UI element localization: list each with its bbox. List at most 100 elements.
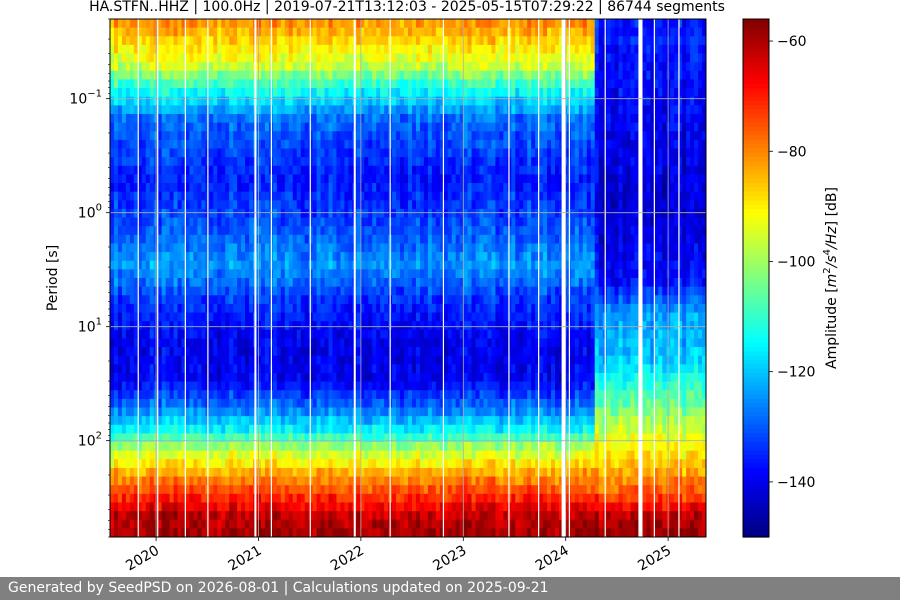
heatmap-cell [137,70,143,81]
heatmap-cell [185,122,191,132]
heatmap-cell [372,278,377,288]
heatmap-cell [324,53,330,63]
heatmap-cell [328,295,334,305]
heatmap-cell [149,467,155,478]
heatmap-cell [264,131,270,141]
heatmap-cell [217,252,222,262]
heatmap-cell [348,390,353,400]
heatmap-cell [415,19,421,29]
heatmap-cell [372,200,377,210]
heatmap-cell [324,148,330,158]
heatmap-cell [257,476,262,486]
heatmap-cell [241,105,246,115]
heatmap-cell [121,459,127,469]
heatmap-cell [280,217,286,227]
heatmap-cell [110,217,115,227]
heatmap-cell [110,252,115,262]
heatmap-cell [117,278,123,288]
heatmap-cell [411,174,417,184]
heatmap-cell [221,528,226,537]
heatmap-cell [181,528,187,537]
heatmap-cell [380,390,385,400]
heatmap-cell [149,347,155,357]
heatmap-cell [296,27,302,37]
heatmap-cell [161,148,167,158]
heatmap-cell [145,183,151,193]
heatmap-cell [213,485,218,495]
heatmap-cell [288,36,294,46]
heatmap-cell [177,338,183,348]
heatmap-cell [340,113,346,124]
heatmap-cell [125,519,131,529]
heatmap-cell [364,157,369,167]
heatmap-cell [173,208,179,219]
heatmap-cell [316,442,322,452]
heatmap-cell [408,62,413,72]
heatmap-cell [288,398,294,409]
heatmap-cell [380,200,385,210]
heatmap-cell [229,174,234,184]
heatmap-cell [316,191,322,201]
heatmap-cell [189,70,195,81]
heatmap-cell [237,502,242,512]
heatmap-cell [157,502,163,512]
heatmap-cell [209,278,214,288]
heatmap-cell [340,260,346,270]
heatmap-cell [360,157,365,167]
heatmap-cell [137,528,143,537]
heatmap-cell [165,278,171,288]
heatmap-cell [419,252,425,262]
heatmap-cell [185,44,191,55]
heatmap-cell [137,450,143,460]
heatmap-cell [233,424,238,434]
heatmap-cell [249,347,254,357]
heatmap-cell [312,208,318,219]
heatmap-cell [300,467,306,478]
heatmap-cell [209,442,214,452]
heatmap-cell [423,347,429,357]
heatmap-cell [264,200,270,210]
heatmap-cell [260,286,266,296]
heatmap-cell [396,416,401,426]
heatmap-cell [356,96,361,106]
heatmap-cell [332,450,338,460]
heatmap-cell [360,105,365,115]
heatmap-cell [181,148,187,158]
heatmap-cell [360,27,365,37]
heatmap-cell [419,70,425,81]
heatmap-cell [141,528,147,537]
heatmap-cell [284,183,290,193]
heatmap-cell [249,390,254,400]
heatmap-cell [320,53,326,63]
heatmap-cell [396,338,401,348]
heatmap-cell [185,148,191,158]
heatmap-cell [408,122,413,132]
heatmap-cell [380,312,385,322]
heatmap-cell [201,157,206,167]
heatmap-cell [185,113,191,124]
heatmap-cell [415,303,421,314]
heatmap-cell [209,131,214,141]
heatmap-cell [360,53,365,63]
heatmap-cell [356,424,361,434]
heatmap-cell [157,355,163,365]
heatmap-cell [165,157,171,167]
heatmap-cell [233,476,238,486]
heatmap-cell [237,269,242,279]
heatmap-cell [408,519,413,529]
heatmap-cell [241,113,246,124]
heatmap-cell [165,243,171,253]
heatmap-cell [320,19,326,29]
heatmap-cell [372,407,377,417]
heatmap-cell [360,131,365,141]
heatmap-cell [237,148,242,158]
heatmap-cell [189,355,195,365]
heatmap-cell [300,19,306,29]
heatmap-cell [221,424,226,434]
heatmap-cell [372,312,377,322]
heatmap-cell [292,511,298,521]
heatmap-cell [400,450,405,460]
heatmap-cell [133,450,139,460]
heatmap-cell [245,312,250,322]
heatmap-cell [364,338,369,348]
